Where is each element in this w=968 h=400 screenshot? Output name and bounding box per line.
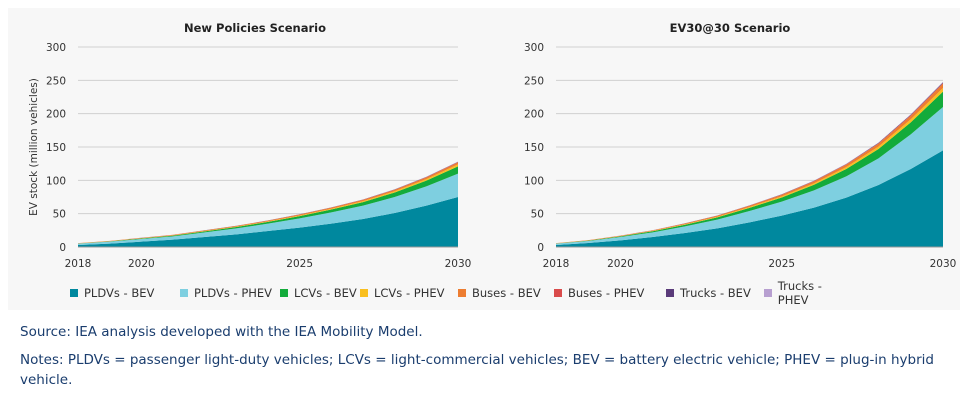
x-tick-label: 2020 — [607, 258, 634, 270]
legend: PLDVs - BEV PLDVs - PHEV LCVs - BEV LCVs - … — [70, 279, 854, 307]
legend-swatch — [360, 289, 368, 297]
legend-item-lcvs-phev: LCVs - PHEV — [360, 279, 458, 307]
legend-label: Buses - PHEV — [568, 286, 645, 300]
legend-item-pldvs-bev: PLDVs - BEV — [70, 279, 180, 307]
legend-item-buses-phev: Buses - PHEV — [554, 279, 666, 307]
chart-2: EV30@30 Scenario 0 50 100 150 200 250 300 2018 20… — [524, 21, 956, 270]
legend-swatch — [70, 289, 78, 297]
chart-1: New Policies Scenario 0 50 100 150 200 250 300 2… — [28, 21, 471, 270]
legend-item-trucks-bev: Trucks - BEV — [666, 279, 764, 307]
legend-swatch — [666, 289, 674, 297]
notes-text: Notes: PLDVs = passenger light-duty vehi… — [20, 352, 934, 388]
legend-swatch — [180, 289, 188, 297]
charts-svg: New Policies Scenario 0 50 100 150 200 250 300 2… — [28, 21, 956, 270]
legend-label: PLDVs - BEV — [84, 286, 155, 300]
figure-notes: Source: IEA analysis developed with the … — [20, 322, 960, 398]
legend-label: Trucks - BEV — [680, 286, 751, 300]
y-tick-label: 300 — [46, 42, 66, 54]
figure-panel — [8, 8, 960, 310]
y-tick-label: 0 — [59, 242, 66, 254]
area-pldvs-phev — [78, 173, 458, 245]
y-tick-label: 200 — [524, 109, 544, 121]
legend-item-lcvs-bev: LCVs - BEV — [280, 279, 360, 307]
chart-title: EV30@30 Scenario — [670, 21, 791, 35]
chart-title: New Policies Scenario — [184, 21, 326, 35]
y-tick-label: 100 — [524, 175, 544, 187]
legend-item-trucks-phev: Trucks - PHEV — [764, 279, 854, 307]
legend-label: Trucks - PHEV — [777, 279, 822, 307]
legend-label: Buses - BEV — [472, 286, 541, 300]
y-tick-label: 50 — [531, 209, 544, 221]
area-pldvs-bev — [556, 150, 943, 247]
y-tick-label: 200 — [46, 109, 66, 121]
y-tick-label: 150 — [46, 142, 66, 154]
legend-swatch — [554, 289, 562, 297]
area-pldvs-phev — [556, 107, 943, 245]
legend-item-pldvs-phev: PLDVs - PHEV — [180, 279, 280, 307]
legend-swatch — [458, 289, 466, 297]
y-tick-label: 50 — [53, 209, 66, 221]
x-tick-label: 2025 — [286, 258, 313, 270]
legend-swatch — [280, 289, 288, 297]
x-tick-label: 2018 — [65, 258, 92, 270]
y-tick-label: 250 — [524, 75, 544, 87]
y-tick-label: 250 — [46, 75, 66, 87]
y-tick-label: 300 — [524, 42, 544, 54]
x-tick-label: 2030 — [930, 258, 957, 270]
source-text: Source: IEA analysis developed with the … — [20, 324, 423, 340]
y-tick-label: 150 — [524, 142, 544, 154]
y-tick-label: 100 — [46, 175, 66, 187]
legend-swatch — [764, 289, 772, 297]
legend-label: PLDVs - PHEV — [194, 286, 273, 300]
x-tick-label: 2018 — [543, 258, 570, 270]
area-pldvs-bev — [78, 197, 458, 247]
legend-label: LCVs - PHEV — [374, 286, 445, 300]
x-tick-label: 2030 — [445, 258, 472, 270]
y-tick-label: 0 — [537, 242, 544, 254]
x-tick-label: 2025 — [768, 258, 795, 270]
y-axis-label: EV stock (million vehicles) — [28, 78, 40, 216]
legend-item-buses-bev: Buses - BEV — [458, 279, 554, 307]
legend-label: LCVs - BEV — [294, 286, 357, 300]
x-tick-label: 2020 — [128, 258, 155, 270]
